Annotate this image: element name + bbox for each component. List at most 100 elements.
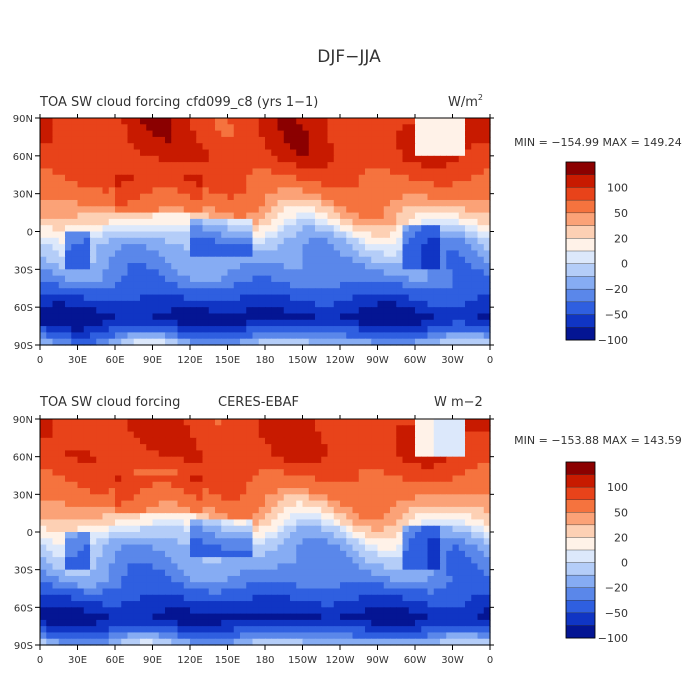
field-cell xyxy=(115,155,122,163)
field-cell xyxy=(452,319,460,327)
field-cell xyxy=(396,124,404,132)
field-cell xyxy=(265,506,272,514)
field-cell xyxy=(283,519,291,527)
field-cell xyxy=(58,550,66,558)
field-cell xyxy=(71,136,79,144)
field-cell xyxy=(371,294,379,302)
field-cell xyxy=(452,332,460,340)
field-cell xyxy=(208,256,216,264)
field-cell xyxy=(171,601,179,608)
field-cell xyxy=(202,550,210,558)
field-cell xyxy=(102,155,110,163)
field-cell xyxy=(90,143,97,151)
field-cell xyxy=(402,475,410,483)
field-cell xyxy=(333,187,341,195)
field-cell xyxy=(158,288,166,296)
field-cell xyxy=(258,124,266,132)
field-cell xyxy=(52,118,60,125)
field-cell xyxy=(271,174,279,182)
field-cell xyxy=(102,143,110,151)
field-cell xyxy=(465,294,472,302)
field-cell xyxy=(315,250,322,258)
field-cell xyxy=(227,500,235,508)
field-cell xyxy=(358,544,366,552)
field-cell xyxy=(83,244,91,252)
field-cell xyxy=(477,500,485,508)
field-cell xyxy=(433,475,441,483)
field-cell xyxy=(290,488,297,495)
field-cell xyxy=(346,557,354,564)
field-cell xyxy=(65,256,72,264)
field-cell xyxy=(90,506,97,514)
field-cell xyxy=(258,155,266,163)
field-cell xyxy=(446,332,454,340)
field-cell xyxy=(102,338,110,346)
field-cell xyxy=(415,338,422,346)
field-cell xyxy=(471,550,479,558)
field-cell xyxy=(165,557,172,564)
field-cell xyxy=(340,563,347,571)
field-cell xyxy=(52,488,60,495)
field-cell xyxy=(271,218,279,226)
field-cell xyxy=(277,237,285,245)
field-cell xyxy=(352,237,360,245)
field-cell xyxy=(171,237,179,245)
field-cell xyxy=(327,332,335,340)
field-cell xyxy=(177,155,185,163)
field-cell xyxy=(233,444,241,451)
colorbar-swatch xyxy=(565,199,596,214)
field-cell xyxy=(177,187,185,195)
field-cell xyxy=(46,256,54,264)
field-cell xyxy=(115,582,122,590)
field-cell xyxy=(221,256,229,264)
field-cell xyxy=(221,143,229,151)
field-cell xyxy=(283,462,291,470)
field-cell xyxy=(302,475,310,483)
field-cell xyxy=(415,313,422,321)
field-cell xyxy=(471,149,479,157)
field-cell xyxy=(358,431,366,439)
field-cell xyxy=(433,607,441,615)
field-cell xyxy=(302,513,310,521)
field-cell xyxy=(277,437,285,445)
field-cell xyxy=(346,326,354,333)
field-cell xyxy=(52,532,60,539)
field-cell xyxy=(446,431,454,439)
field-cell xyxy=(371,275,379,283)
field-cell xyxy=(246,525,254,533)
field-cell xyxy=(221,263,229,270)
field-cell xyxy=(471,594,479,602)
field-cell xyxy=(390,500,397,508)
field-cell xyxy=(115,269,122,277)
field-cell xyxy=(215,256,222,264)
field-cell xyxy=(190,544,197,552)
field-cell xyxy=(108,481,116,489)
field-cell xyxy=(408,338,416,346)
field-cell xyxy=(52,494,60,502)
field-cell xyxy=(202,532,210,539)
field-cell xyxy=(196,237,204,245)
field-cell xyxy=(377,193,385,201)
field-cell xyxy=(215,155,222,163)
field-cell xyxy=(352,250,360,258)
field-cell xyxy=(452,174,460,182)
field-cell xyxy=(140,481,147,489)
field-cell xyxy=(477,494,485,502)
field-cell xyxy=(371,613,379,621)
field-cell xyxy=(283,563,291,571)
field-cell xyxy=(377,288,385,296)
field-cell xyxy=(265,338,272,346)
field-cell xyxy=(277,118,285,125)
field-cell xyxy=(352,326,360,333)
field-cell xyxy=(190,225,197,233)
field-cell xyxy=(115,563,122,571)
field-cell xyxy=(152,538,160,546)
field-cell xyxy=(483,444,491,451)
field-cell xyxy=(102,419,110,426)
field-cell xyxy=(102,118,110,125)
field-cell xyxy=(371,313,379,321)
field-cell xyxy=(477,569,485,577)
field-cell xyxy=(240,168,247,176)
field-cell xyxy=(433,193,441,201)
